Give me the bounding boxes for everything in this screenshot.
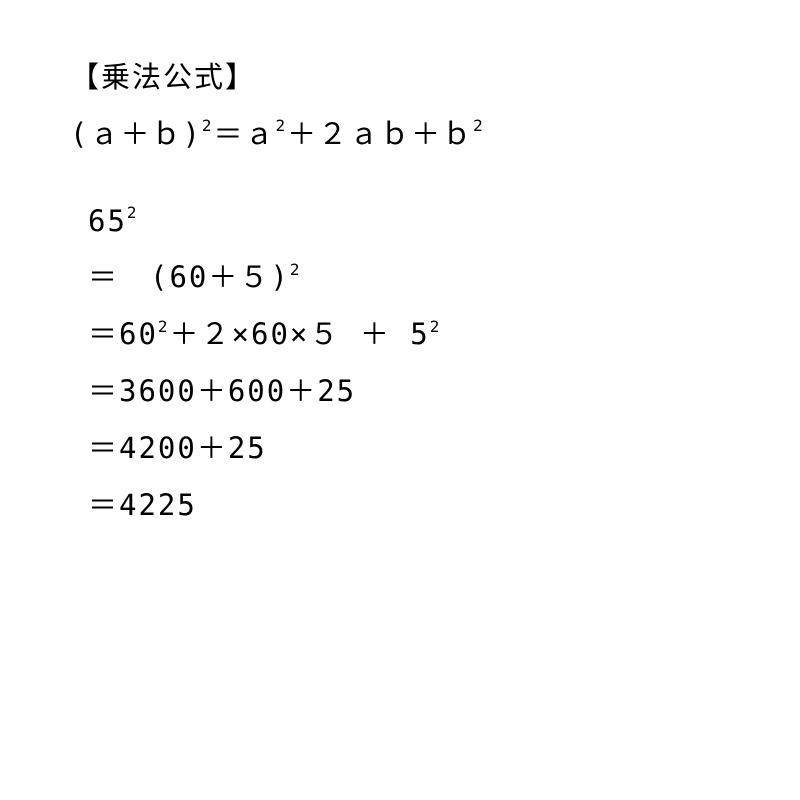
calc-step: ＝4200＋25 [70,431,730,466]
calc-step: ＝4225 [70,488,730,523]
math-document: 【乗法公式】 (ａ＋ｂ)2＝ａ2＋２ａｂ＋ｂ2 652 ＝ (60＋５)2 ＝6… [70,60,730,544]
formula-line: (ａ＋ｂ)2＝ａ2＋２ａｂ＋ｂ2 [70,117,730,152]
calc-step: ＝ (60＋５)2 [70,260,730,295]
calc-step: 652 [70,204,730,239]
spacer [70,174,730,204]
calc-step: ＝3600＋600＋25 [70,374,730,409]
title: 【乗法公式】 [70,60,730,95]
calc-step: ＝602＋２×60×５ ＋ 52 [70,317,730,352]
